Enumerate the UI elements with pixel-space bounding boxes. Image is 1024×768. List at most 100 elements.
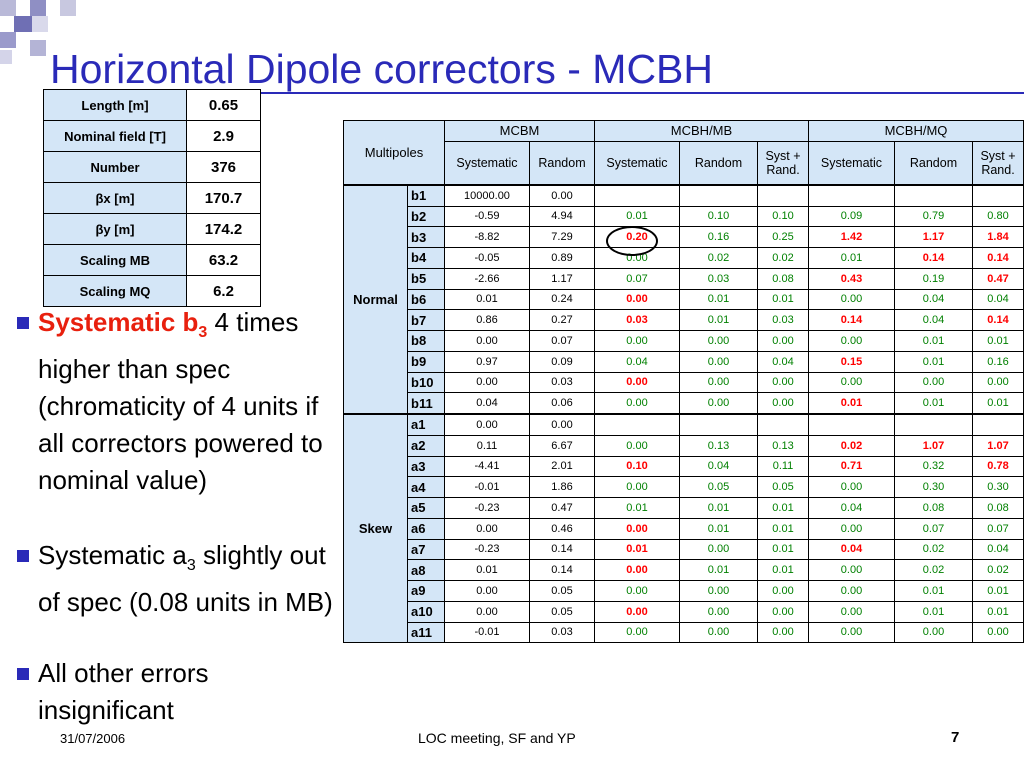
multipole-order: a2 <box>407 434 445 457</box>
multipole-order: b7 <box>407 309 445 331</box>
multipole-value: 0.01 <box>757 497 809 519</box>
multipole-value: 0.19 <box>894 267 973 290</box>
multipole-row: a3 -4.41 2.01 0.10 0.04 0.11 0.71 0.32 0.78 <box>344 455 1024 478</box>
multipole-value: 0.01 <box>679 309 758 331</box>
multipole-row: b4 -0.05 0.89 0.00 0.02 0.02 0.01 0.14 0.14 <box>344 247 1024 269</box>
multipole-value: 0.14 <box>972 247 1024 269</box>
parameter-value: 170.7 <box>186 182 261 214</box>
footer-date: 31/07/2006 <box>60 731 126 746</box>
multipole-value: 0.97 <box>444 350 530 373</box>
parameter-row: βx [m] 170.7 <box>43 182 261 214</box>
multipole-value: -0.23 <box>444 497 530 519</box>
multipole-value <box>757 412 809 436</box>
multipole-row: a4 -0.01 1.86 0.00 0.05 0.05 0.00 0.30 0.30 <box>344 476 1024 498</box>
multipole-value: 0.00 <box>594 476 680 498</box>
multipole-value: 0.05 <box>757 476 809 498</box>
normal-group-label: Normal <box>342 183 409 415</box>
multipole-value: 0.15 <box>808 350 895 373</box>
multipole-value: 0.01 <box>594 497 680 519</box>
multipole-value: 0.01 <box>594 205 680 228</box>
bullet-highlight: Systematic b <box>38 307 199 337</box>
multipole-order: b10 <box>407 371 445 394</box>
multipole-value: 0.00 <box>808 621 895 644</box>
multipole-value: 0.04 <box>757 350 809 373</box>
multipole-value: 0.01 <box>757 288 809 311</box>
multipole-value: 0.04 <box>972 288 1024 311</box>
multipole-value: 0.00 <box>594 371 680 394</box>
multipole-order: a7 <box>407 538 445 561</box>
multipole-row: a10 0.00 0.05 0.00 0.00 0.00 0.00 0.01 0.01 <box>344 600 1024 623</box>
multipole-row: Skew a1 0.00 0.00 <box>342 412 1024 644</box>
multipole-value: 0.03 <box>529 621 595 644</box>
multipole-value: 0.00 <box>594 330 680 352</box>
sub-header: Systematic <box>594 140 680 186</box>
multipole-value: 0.01 <box>679 288 758 311</box>
multipole-value: 0.00 <box>757 371 809 394</box>
multipole-value: 0.71 <box>808 455 895 478</box>
multipole-value: 0.09 <box>808 205 895 228</box>
multipole-value: 0.04 <box>444 392 530 415</box>
bullet-subscript: 3 <box>186 557 196 575</box>
multipole-row: Normal b1 10000.00 0.00 <box>342 183 1024 415</box>
multipole-value: 0.05 <box>529 580 595 602</box>
sub-header: Systematic <box>444 140 530 186</box>
multipole-value: 0.30 <box>894 476 973 498</box>
multipole-order: a11 <box>407 621 445 644</box>
multipole-value: 0.10 <box>757 205 809 228</box>
multipole-value: 0.04 <box>679 455 758 478</box>
multipole-value: 0.32 <box>894 455 973 478</box>
sub-header: Systematic <box>808 140 895 186</box>
multipole-value: 6.67 <box>529 434 595 457</box>
title-divider <box>49 92 1024 94</box>
sub-header: Random <box>679 140 758 186</box>
multipole-value: 0.78 <box>972 455 1024 478</box>
multipole-value: 0.01 <box>894 600 973 623</box>
multipole-value: 0.01 <box>679 497 758 519</box>
multipole-value: 4.94 <box>529 205 595 228</box>
multipole-value: 1.42 <box>808 226 895 248</box>
multipole-value: 0.00 <box>594 517 680 540</box>
bullet-text: All other errors insignificant <box>38 658 209 725</box>
multipole-row: b11 0.04 0.06 0.00 0.00 0.00 0.01 0.01 0.01 <box>344 392 1024 415</box>
multipole-order: a3 <box>407 455 445 478</box>
multipole-value: 0.00 <box>808 580 895 602</box>
multipole-value: 0.01 <box>972 580 1024 602</box>
multipole-row: a5 -0.23 0.47 0.01 0.01 0.01 0.04 0.08 0.08 <box>344 497 1024 519</box>
multipole-value: 0.14 <box>972 309 1024 331</box>
multipole-value: 0.00 <box>594 434 680 457</box>
multipole-value: 0.13 <box>679 434 758 457</box>
multipole-value: 0.01 <box>679 517 758 540</box>
multipole-value: 0.00 <box>594 288 680 311</box>
multipole-value <box>894 183 973 207</box>
multipole-value <box>679 183 758 207</box>
multipole-value: 0.01 <box>972 330 1024 352</box>
sub-header: Syst + Rand. <box>757 140 809 186</box>
footer-title: LOC meeting, SF and YP <box>418 730 576 746</box>
multipole-value: 0.00 <box>679 621 758 644</box>
multipole-order: b3 <box>407 226 445 248</box>
multipole-value: 0.01 <box>808 247 895 269</box>
multipole-value: -0.05 <box>444 247 530 269</box>
multipole-row: b7 0.86 0.27 0.03 0.01 0.03 0.14 0.04 0.14 <box>344 309 1024 331</box>
multipole-row: b9 0.97 0.09 0.04 0.00 0.04 0.15 0.01 0.16 <box>344 350 1024 373</box>
multipole-value: 0.02 <box>972 559 1024 581</box>
multipole-value: 0.01 <box>972 600 1024 623</box>
multipole-value <box>808 183 895 207</box>
multipole-value: 0.08 <box>972 497 1024 519</box>
multipole-value: 0.00 <box>529 412 595 436</box>
multipole-value: 0.10 <box>594 455 680 478</box>
multipole-value <box>594 412 680 436</box>
parameter-row: Nominal field [T] 2.9 <box>43 120 261 152</box>
multipole-value <box>679 412 758 436</box>
multipole-value: 0.00 <box>594 559 680 581</box>
multipole-order: b11 <box>407 392 445 415</box>
multipole-value: 0.02 <box>808 434 895 457</box>
multipole-value <box>972 412 1024 436</box>
multipole-value: 0.01 <box>894 350 973 373</box>
parameter-label: Number <box>43 151 187 183</box>
multipole-value: 0.07 <box>972 517 1024 540</box>
multipole-value: 0.01 <box>757 517 809 540</box>
multipole-value: 0.14 <box>529 559 595 581</box>
multipole-value: 0.03 <box>679 267 758 290</box>
multipole-row: b5 -2.66 1.17 0.07 0.03 0.08 0.43 0.19 0.47 <box>344 267 1024 290</box>
